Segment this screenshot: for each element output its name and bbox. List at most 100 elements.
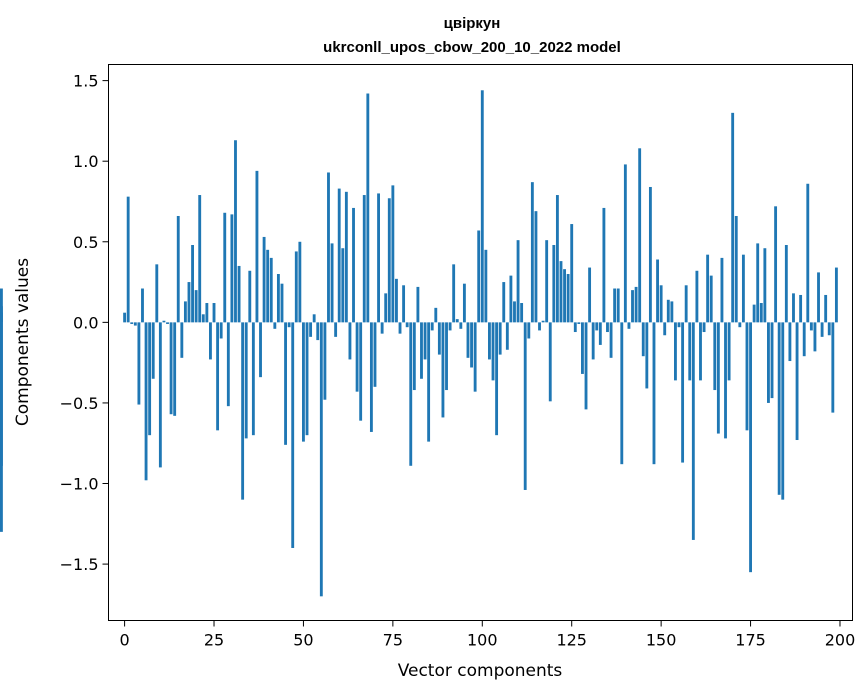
bar-172 <box>738 322 742 328</box>
bar-134 <box>602 207 606 323</box>
bar-150 <box>659 285 663 323</box>
bar-60 <box>337 188 341 323</box>
x-tick-label: 0 <box>120 631 130 650</box>
bar-74 <box>387 198 391 323</box>
bar-65 <box>355 322 359 392</box>
bar-110 <box>516 240 520 323</box>
bar-104 <box>495 322 499 436</box>
bar-105 <box>498 322 502 355</box>
bar-66 <box>359 322 363 421</box>
bar-44 <box>280 283 284 323</box>
bar-46 <box>287 322 291 328</box>
bar-3 <box>133 322 137 326</box>
bar-72 <box>380 322 384 334</box>
bar-4 <box>137 322 141 405</box>
bar-undefined <box>0 312 3 323</box>
bar-89 <box>441 322 445 418</box>
bar-173 <box>741 254 745 323</box>
y-tick-label: 0.0 <box>73 313 98 332</box>
bar-115 <box>534 211 538 323</box>
bar-64 <box>352 207 355 323</box>
bar-164 <box>709 275 713 323</box>
bar-144 <box>638 148 642 323</box>
x-tick-label: 125 <box>556 631 587 650</box>
x-tick-label: 150 <box>646 631 677 650</box>
y-tick-label: 1.0 <box>73 152 98 171</box>
bar-54 <box>316 322 320 341</box>
bar-128 <box>581 322 584 374</box>
bar-43 <box>276 274 280 323</box>
bar-71 <box>377 193 380 323</box>
bar-154 <box>674 322 677 381</box>
bar-38 <box>259 322 262 378</box>
bar-68 <box>366 93 370 323</box>
bar-82 <box>416 286 420 323</box>
bar-171 <box>734 215 738 323</box>
bar-29 <box>226 322 230 407</box>
bar-97 <box>470 322 473 368</box>
bar-55 <box>319 322 323 597</box>
bar-151 <box>663 322 667 336</box>
bar-178 <box>759 303 763 323</box>
bar-133 <box>598 322 602 345</box>
bar-175 <box>749 322 752 573</box>
bar-125 <box>570 224 574 323</box>
x-tick-label: 50 <box>293 631 313 650</box>
bar-88 <box>437 322 441 355</box>
bar-50 <box>302 322 305 442</box>
bar-undefined <box>0 322 3 466</box>
bar-176 <box>752 304 756 323</box>
bar-102 <box>488 322 491 360</box>
bar-87 <box>434 307 438 323</box>
bar-191 <box>806 183 810 323</box>
x-axis-label: Vector components <box>398 661 563 681</box>
bar-156 <box>681 322 685 463</box>
bar-32 <box>237 265 241 323</box>
bar-112 <box>523 322 527 490</box>
bar-116 <box>538 322 541 331</box>
bar-20 <box>194 290 198 323</box>
bar-187 <box>792 293 795 323</box>
bar-78 <box>402 285 406 323</box>
bar-42 <box>273 322 277 329</box>
bar-188 <box>795 322 799 441</box>
bar-129 <box>584 322 588 410</box>
bar-22 <box>201 314 205 323</box>
bar-1 <box>126 196 130 323</box>
bar-108 <box>509 275 513 323</box>
bar-101 <box>484 249 488 323</box>
bar-47 <box>291 322 295 548</box>
bar-127 <box>577 322 581 324</box>
bar-39 <box>262 236 266 323</box>
y-tick-label: −1.0 <box>60 475 99 494</box>
bar-undefined <box>0 288 3 323</box>
bar-145 <box>641 322 645 357</box>
bar-94 <box>459 322 463 329</box>
bar-131 <box>591 322 595 360</box>
bar-7 <box>148 322 152 436</box>
bars-group <box>0 90 838 597</box>
bar-15 <box>176 215 180 323</box>
x-axis-ticks: 0 25 50 75 100 125 150 175 200 <box>120 620 855 650</box>
bar-83 <box>420 322 423 379</box>
y-tick-label: 0.5 <box>73 233 98 252</box>
bar-161 <box>699 322 702 381</box>
bar-86 <box>430 322 434 331</box>
bar-21 <box>198 195 202 323</box>
bar-56 <box>323 322 327 400</box>
bar-157 <box>684 285 688 323</box>
bar-174 <box>745 322 749 431</box>
bar-107 <box>505 322 509 350</box>
bar-170 <box>731 112 735 323</box>
bar-103 <box>491 322 495 381</box>
bar-19 <box>191 245 194 323</box>
bar-98 <box>473 322 477 392</box>
bar-122 <box>559 261 563 323</box>
bar-119 <box>548 322 552 402</box>
bar-6 <box>144 322 148 481</box>
bar-2 <box>130 322 134 324</box>
bar-49 <box>298 241 302 323</box>
bar-140 <box>623 164 627 323</box>
bar-45 <box>284 322 287 445</box>
